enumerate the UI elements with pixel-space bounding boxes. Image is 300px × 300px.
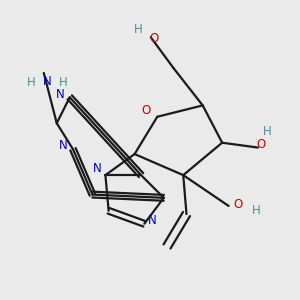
Text: N: N	[56, 88, 64, 100]
Text: N: N	[43, 75, 51, 88]
Text: N: N	[93, 162, 102, 175]
Text: O: O	[141, 104, 151, 117]
Text: O: O	[234, 198, 243, 211]
Text: O: O	[256, 138, 266, 151]
Text: H: H	[134, 23, 142, 36]
Text: H: H	[26, 76, 35, 89]
Text: H: H	[263, 125, 272, 138]
Text: N: N	[59, 140, 68, 152]
Text: H: H	[252, 204, 261, 217]
Text: N: N	[148, 214, 157, 227]
Text: H: H	[59, 76, 68, 89]
Text: O: O	[149, 32, 159, 45]
